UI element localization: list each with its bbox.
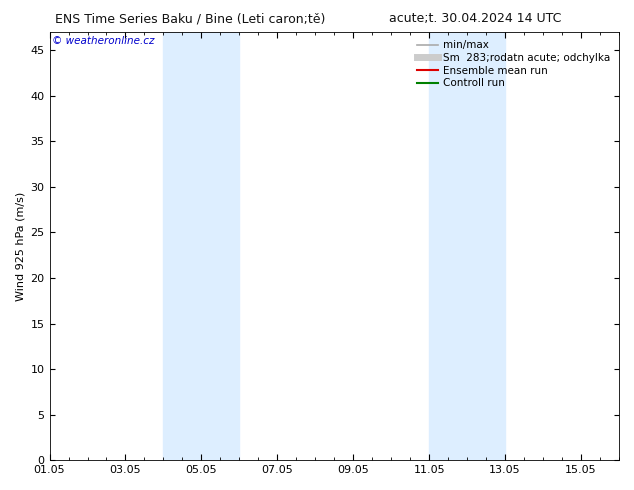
Text: © weatheronline.cz: © weatheronline.cz [53, 36, 155, 47]
Y-axis label: Wind 925 hPa (m/s): Wind 925 hPa (m/s) [15, 192, 25, 301]
Text: acute;t. 30.04.2024 14 UTC: acute;t. 30.04.2024 14 UTC [389, 12, 562, 25]
Bar [164, 32, 240, 460]
Bar [429, 32, 505, 460]
Legend: min/max, Sm  283;rodatn acute; odchylka, Ensemble mean run, Controll run: min/max, Sm 283;rodatn acute; odchylka, … [414, 37, 614, 92]
Text: ENS Time Series Baku / Bine (Leti caron;tě): ENS Time Series Baku / Bine (Leti caron;… [55, 12, 325, 25]
